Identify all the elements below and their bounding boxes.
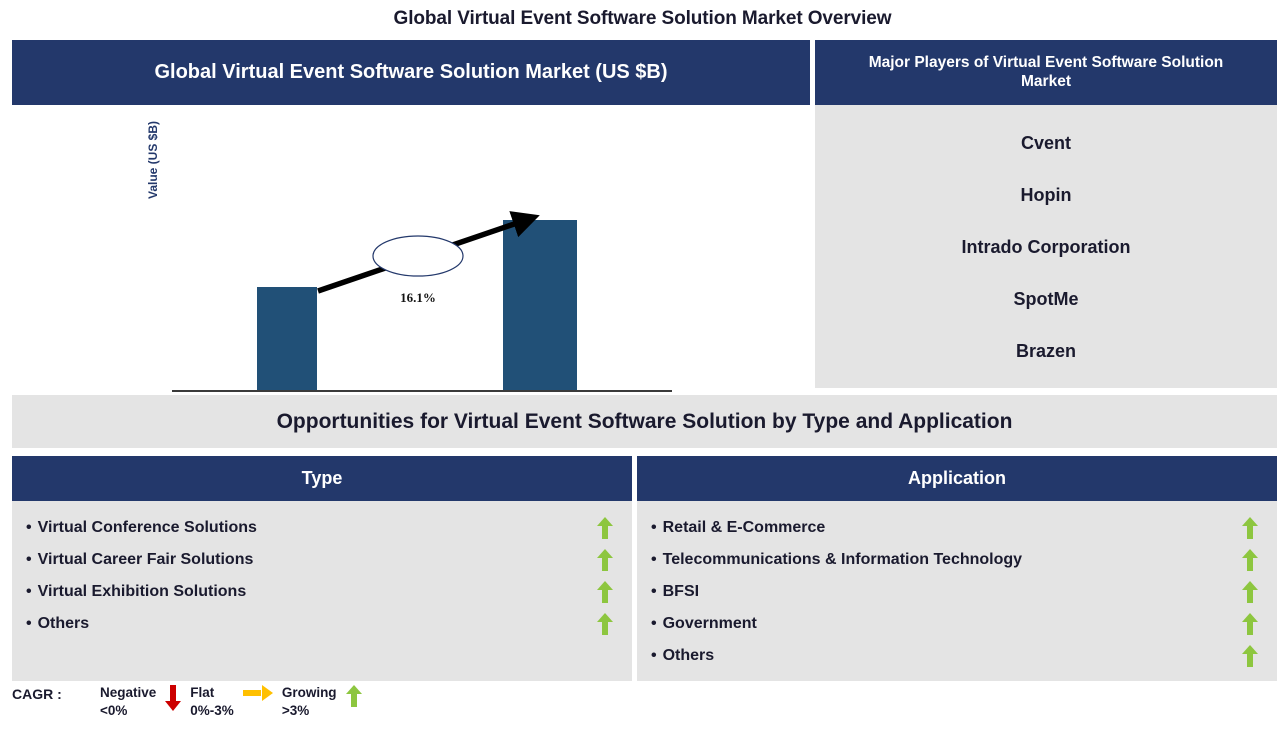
list-item: Cvent — [1020, 133, 1071, 153]
market-chart-header: Global Virtual Event Software Solution M… — [12, 40, 810, 105]
market-bar-chart: Value (US $B) 2025 2031 16.1% Source : L… — [12, 105, 810, 447]
arrow-down-icon — [165, 685, 182, 711]
cagr-legend-entry-growing: Growing >3% — [282, 684, 371, 720]
type-item-label: Virtual Career Fair Solutions — [26, 551, 578, 569]
trend-cell — [1223, 581, 1277, 603]
trend-cell — [1223, 517, 1277, 539]
page-title: Global Virtual Event Software Solution M… — [393, 8, 892, 29]
chart-bar-2031 — [503, 220, 577, 390]
cagr-value-label: 16.1% — [400, 290, 436, 305]
list-item: Others — [637, 640, 1277, 672]
list-item: SpotMe — [1013, 289, 1079, 309]
application-item-label: Telecommunications & Information Technol… — [651, 551, 1223, 569]
arrow-up-icon — [1242, 613, 1258, 635]
trend-cell — [578, 517, 632, 539]
chart-y-axis-label: Value (US $B) — [146, 120, 160, 200]
major-players-card: Major Players of Virtual Event Software … — [815, 40, 1277, 388]
market-chart-card: Global Virtual Event Software Solution M… — [12, 40, 810, 447]
arrow-up-icon — [345, 685, 362, 707]
legend-flat-icon-cell — [234, 684, 282, 701]
cagr-legend: CAGR : Negative <0% Flat 0%-3% Growing >… — [12, 684, 492, 726]
trend-cell — [578, 549, 632, 571]
cagr-legend-entry-negative: Negative <0% — [100, 684, 190, 720]
list-item: BFSI — [637, 576, 1277, 608]
legend-growing-text: Growing >3% — [282, 684, 337, 720]
list-item: Brazen — [1015, 341, 1077, 361]
opportunities-banner: Opportunities for Virtual Event Software… — [12, 395, 1277, 448]
legend-growing-label: Growing — [281, 685, 337, 700]
trend-cell — [1223, 645, 1277, 667]
list-item: Virtual Conference Solutions — [12, 512, 632, 544]
type-item-label: Virtual Conference Solutions — [26, 519, 578, 537]
arrow-right-icon — [242, 685, 273, 701]
arrow-up-icon — [597, 581, 613, 603]
arrow-up-icon — [1242, 581, 1258, 603]
legend-growing-icon-cell — [337, 684, 371, 707]
type-column-header: Type — [12, 456, 632, 501]
application-column-list: Retail & E-Commerce Telecommunications &… — [637, 501, 1277, 672]
list-item: Others — [12, 608, 632, 640]
application-item-label: BFSI — [651, 583, 1223, 601]
trend-cell — [578, 581, 632, 603]
application-item-label: Others — [651, 647, 1223, 665]
trend-cell — [578, 613, 632, 635]
list-item: Telecommunications & Information Technol… — [637, 544, 1277, 576]
application-item-label: Government — [651, 615, 1223, 633]
cagr-legend-title: CAGR : — [12, 686, 62, 702]
opportunities-application-column: Application Retail & E-Commerce Telecomm… — [637, 456, 1277, 681]
application-item-label: Retail & E-Commerce — [651, 519, 1223, 537]
legend-flat-label: Flat — [190, 685, 215, 700]
trend-cell — [1223, 613, 1277, 635]
type-column-list: Virtual Conference Solutions Virtual Car… — [12, 501, 632, 640]
arrow-up-icon — [597, 613, 613, 635]
opportunities-type-column: Type Virtual Conference Solutions Virtua… — [12, 456, 632, 681]
legend-negative-text: Negative <0% — [100, 684, 156, 720]
type-item-label: Others — [26, 615, 578, 633]
list-item: Retail & E-Commerce — [637, 512, 1277, 544]
legend-growing-range: >3% — [281, 703, 310, 719]
chart-bar-2025 — [257, 287, 317, 390]
legend-negative-icon-cell — [156, 684, 190, 711]
cagr-legend-entry-flat: Flat 0%-3% — [190, 684, 282, 720]
arrow-up-icon — [597, 549, 613, 571]
legend-flat-text: Flat 0%-3% — [190, 684, 234, 720]
list-item: Virtual Exhibition Solutions — [12, 576, 632, 608]
cagr-growth-arrow-icon — [317, 211, 540, 294]
chart-x-axis-line — [172, 390, 672, 392]
type-item-label: Virtual Exhibition Solutions — [26, 583, 578, 601]
legend-flat-range: 0%-3% — [190, 703, 234, 719]
list-item: Hopin — [1020, 185, 1072, 205]
list-item: Virtual Career Fair Solutions — [12, 544, 632, 576]
legend-negative-range: <0% — [100, 703, 128, 719]
arrow-up-icon — [1242, 549, 1258, 571]
arrow-up-icon — [597, 517, 613, 539]
arrow-up-icon — [1242, 517, 1258, 539]
list-item: Intrado Corporation — [961, 237, 1131, 257]
list-item: Government — [637, 608, 1277, 640]
trend-cell — [1223, 549, 1277, 571]
arrow-up-icon — [1242, 645, 1258, 667]
legend-negative-label: Negative — [100, 685, 157, 700]
application-column-header: Application — [637, 456, 1277, 501]
major-players-list: Cvent Hopin Intrado Corporation SpotMe B… — [815, 105, 1277, 377]
major-players-header: Major Players of Virtual Event Software … — [815, 40, 1277, 105]
